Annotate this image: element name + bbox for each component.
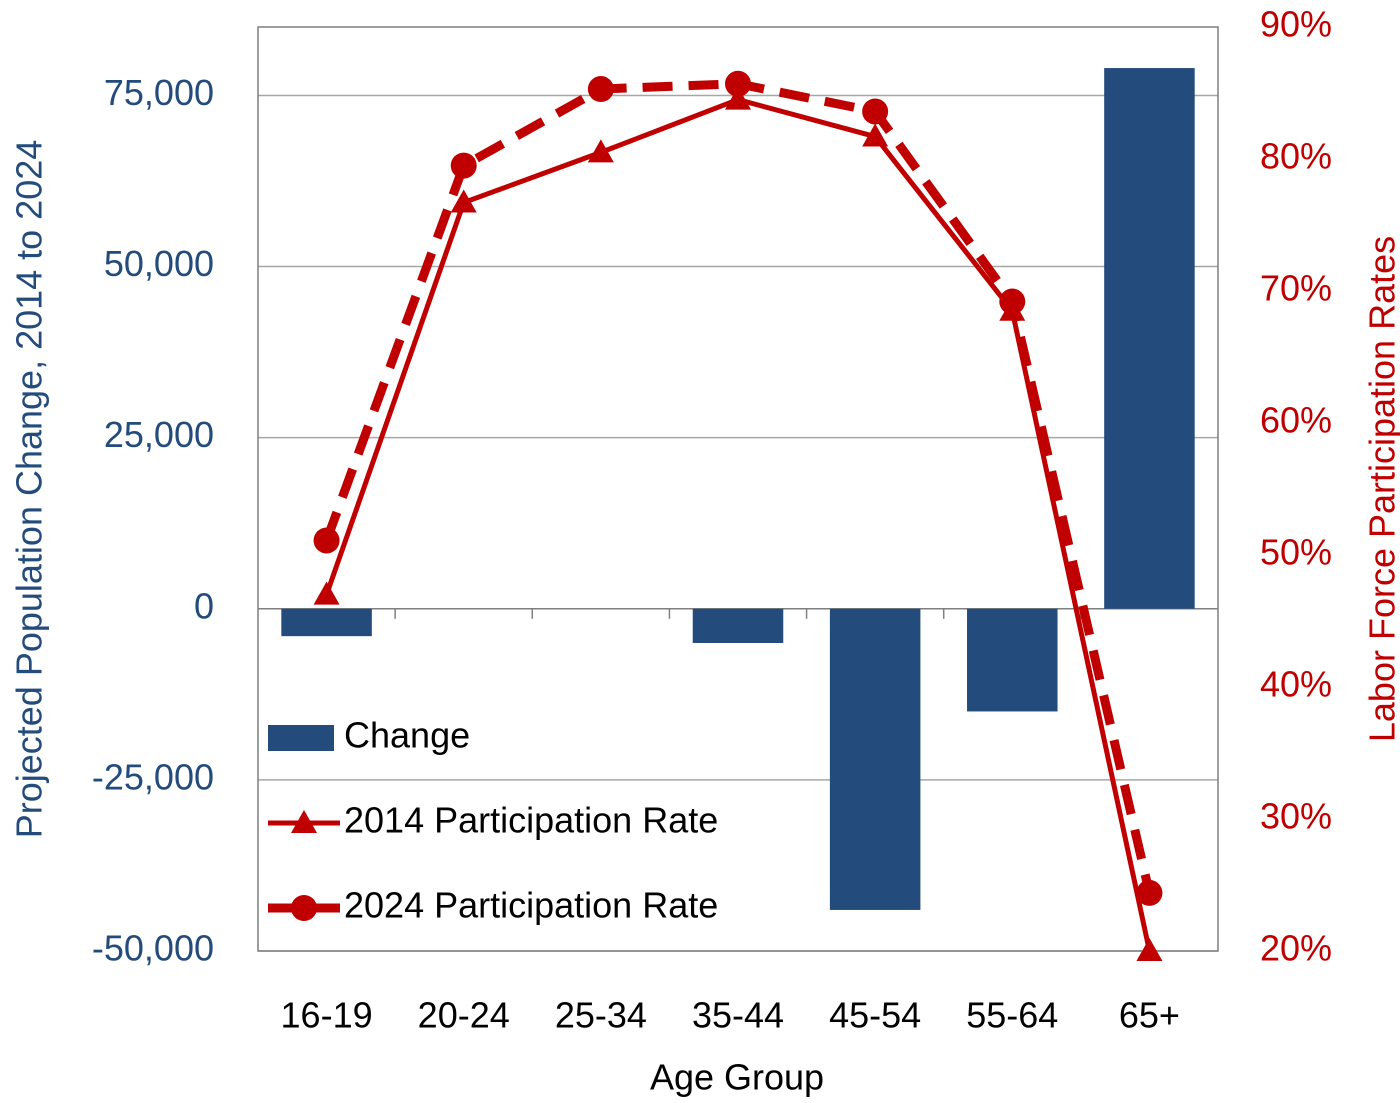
marker (313, 527, 340, 554)
y2-axis-label: Labor Force Participation Rates (1362, 236, 1400, 742)
x-tick-label: 20-24 (418, 995, 510, 1036)
y-tick-label: -50,000 (92, 928, 214, 969)
y2-tick-label: 30% (1260, 796, 1332, 837)
marker (587, 76, 614, 103)
marker (862, 98, 889, 125)
legend-marker (291, 810, 317, 833)
x-tick-label: 65+ (1119, 995, 1180, 1036)
y-tick-label: -25,000 (92, 756, 214, 797)
x-tick-label: 25-34 (555, 995, 647, 1036)
line (322, 79, 1154, 894)
legend-marker (291, 895, 317, 921)
x-tick-label: 45-54 (829, 995, 921, 1036)
legend-label: 2024 Participation Rate (344, 885, 718, 926)
marker (725, 70, 751, 97)
bar (967, 608, 1058, 712)
y-tick-label: 0 (194, 585, 214, 626)
marker (587, 139, 614, 163)
y2-tick-label: 90% (1260, 4, 1332, 45)
y2-tick-label: 50% (1260, 532, 1332, 573)
y-tick-label: 75,000 (104, 72, 214, 113)
bar (692, 608, 784, 643)
marker (862, 123, 889, 147)
bar (829, 608, 921, 910)
y2-tick-label: 20% (1260, 928, 1332, 969)
marker (1136, 938, 1163, 961)
y-axis-label: Projected Population Change, 2014 to 202… (9, 140, 50, 839)
legend-label: 2014 Participation Rate (344, 800, 718, 841)
marker (1136, 879, 1163, 906)
x-axis-label: Age Group (650, 1057, 824, 1098)
marker (450, 152, 477, 179)
marker (999, 288, 1026, 315)
x-tick-label: 35-44 (692, 995, 784, 1036)
plot-frame (257, 26, 1219, 952)
y2-tick-label: 40% (1260, 664, 1332, 705)
marker (313, 581, 340, 605)
marker (450, 189, 477, 213)
y2-tick-label: 70% (1260, 268, 1332, 309)
y2-tick-label: 80% (1260, 136, 1332, 177)
marker (725, 86, 751, 110)
x-tick-label: 16-19 (281, 995, 373, 1036)
bar (1104, 68, 1195, 609)
legend-label: Change (344, 715, 470, 756)
bar (281, 608, 372, 637)
legend-swatch (268, 725, 334, 751)
y-tick-label: 50,000 (104, 243, 214, 284)
y-tick-label: 25,000 (104, 414, 214, 455)
y2-tick-label: 60% (1260, 400, 1332, 441)
x-tick-label: 55-64 (966, 995, 1058, 1036)
